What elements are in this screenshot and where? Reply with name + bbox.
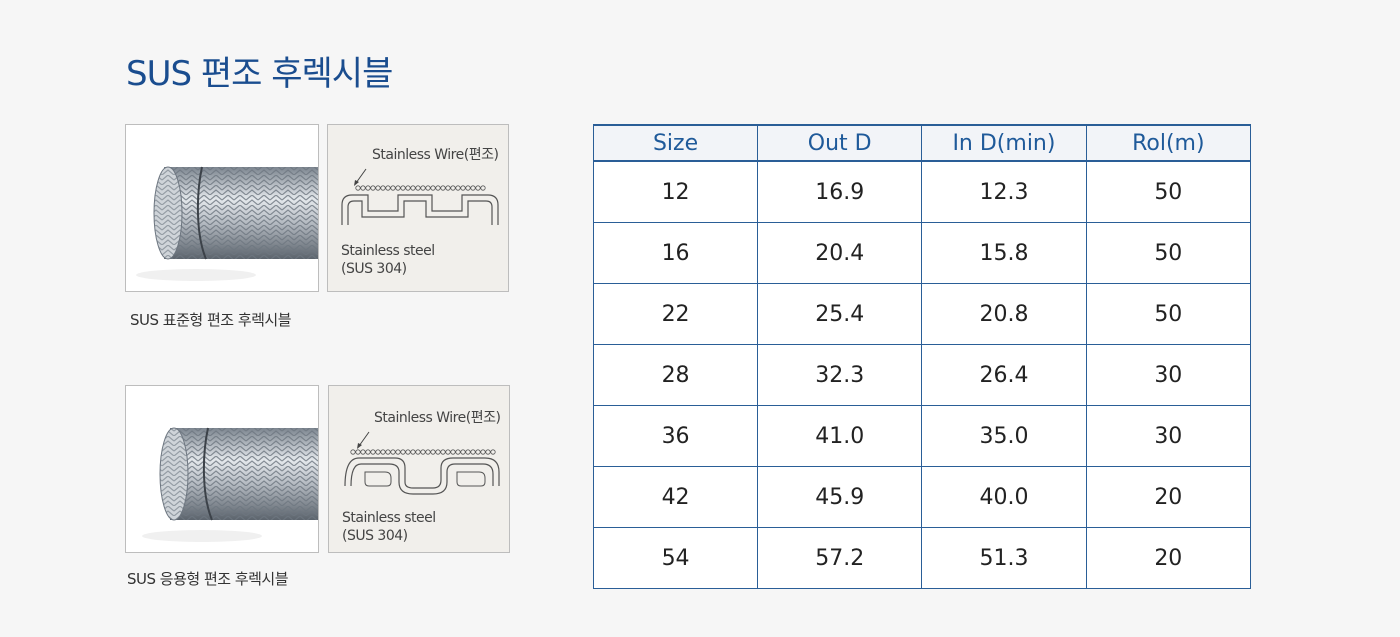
table-cell: 20.4 [757,222,923,284]
table-cell: 26.4 [921,344,1087,406]
table-cell: 54 [592,527,759,589]
table-cell: 28 [592,344,759,406]
table-cell: 25.4 [757,283,923,345]
table-cell: 12 [592,160,759,223]
steel-label-line1: Stainless steel [342,510,436,526]
wire-label: Stainless Wire(편조) [374,410,501,426]
table-cell: 50 [1085,283,1252,345]
steel-label-line2: (SUS 304) [341,261,407,277]
table-cell: 20 [1085,466,1252,528]
table-cell: 20.8 [921,283,1087,345]
table-cell: 42 [592,466,759,528]
table-cell: 16.9 [757,160,923,223]
table-cell: 30 [1085,405,1252,467]
braided-hose-photo-standard [125,124,319,292]
braid-structure-diagram-standard: Stainless Wire(편조) Stainless steel (SUS … [327,124,509,292]
table-row: 12 16.9 12.3 50 [592,160,1252,223]
column-header-rol: Rol(m) [1085,124,1252,162]
table-cell: 50 [1085,222,1252,284]
steel-label-line1: Stainless steel [341,243,435,259]
table-cell: 30 [1085,344,1252,406]
braided-hose-photo-applied [125,385,319,553]
table-cell: 12.3 [921,160,1087,223]
column-header-out-d: Out D [757,124,923,162]
table-cell: 57.2 [757,527,923,589]
table-cell: 41.0 [757,405,923,467]
column-header-size: Size [592,124,759,162]
table-cell: 35.0 [921,405,1087,467]
table-cell: 40.0 [921,466,1087,528]
braid-structure-diagram-applied: Stainless Wire(편조) Stainless steel (SUS … [328,385,510,553]
wire-label: Stainless Wire(편조) [372,147,499,163]
table-cell: 36 [592,405,759,467]
table-cell: 32.3 [757,344,923,406]
table-row: 22 25.4 20.8 50 [592,283,1252,345]
product-caption-standard: SUS 표준형 편조 후렉시블 [130,311,292,329]
table-cell: 16 [592,222,759,284]
table-cell: 51.3 [921,527,1087,589]
table-cell: 50 [1085,160,1252,223]
table-row: 28 32.3 26.4 30 [592,344,1252,406]
table-header-row: Size Out D In D(min) Rol(m) [592,124,1252,162]
column-header-in-d: In D(min) [921,124,1087,162]
steel-label-line2: (SUS 304) [342,528,408,544]
page-title: SUS 편조 후렉시블 [126,54,393,94]
table-row: 42 45.9 40.0 20 [592,466,1252,528]
table-cell: 45.9 [757,466,923,528]
table-cell: 15.8 [921,222,1087,284]
table-row: 54 57.2 51.3 20 [592,527,1252,589]
table-row: 36 41.0 35.0 30 [592,405,1252,467]
product-caption-applied: SUS 응용형 편조 후렉시블 [127,570,289,588]
table-row: 16 20.4 15.8 50 [592,222,1252,284]
table-cell: 20 [1085,527,1252,589]
spec-table: Size Out D In D(min) Rol(m) 12 16.9 12.3… [592,124,1252,589]
table-cell: 22 [592,283,759,345]
